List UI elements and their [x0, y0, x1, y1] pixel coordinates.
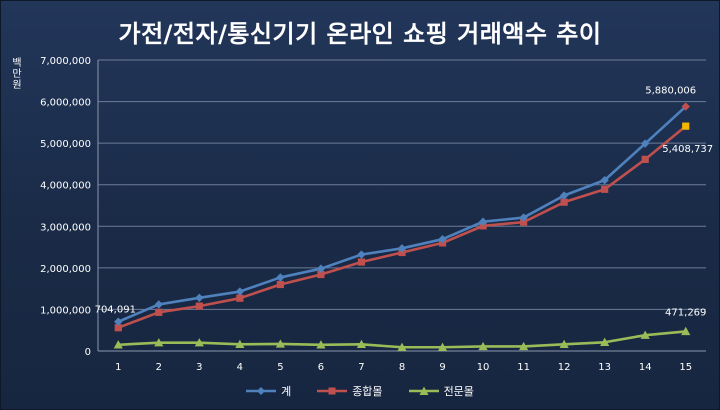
data-point [560, 198, 568, 206]
y-tick-label: 3,000,000 [40, 222, 91, 233]
x-tick-label: 3 [196, 362, 202, 373]
data-point [235, 287, 245, 296]
data-point [275, 339, 285, 348]
data-point [478, 217, 488, 226]
x-tick-label: 14 [639, 362, 652, 373]
data-point [155, 308, 163, 316]
data-point [154, 338, 164, 347]
y-tick-label: 6,000,000 [40, 98, 91, 109]
data-point [681, 102, 690, 111]
legend-swatch [408, 386, 439, 395]
data-point [437, 342, 448, 351]
data-point [438, 234, 447, 244]
data-point [682, 122, 690, 130]
legend-label: 종합몰 [352, 385, 383, 398]
series-line-1 [117, 105, 687, 323]
y-axis-unit-label: 백만원 [12, 58, 22, 91]
x-tick-label: 7 [358, 362, 364, 373]
y-tick-label: 7,000,000 [40, 56, 91, 67]
data-point [114, 317, 123, 326]
data-point [276, 280, 284, 289]
x-tick-label: 8 [399, 362, 405, 373]
data-point [316, 340, 326, 349]
data-label: 5,880,006 [645, 86, 696, 97]
data-label: 471,269 [665, 307, 706, 318]
data-point [357, 258, 366, 266]
x-tick-label: 6 [318, 362, 324, 373]
data-point [601, 185, 609, 193]
legend-item: 전문몰 [408, 383, 474, 399]
y-tick-label: 2,000,000 [40, 264, 91, 275]
data-point [357, 250, 366, 259]
x-tick-label: 10 [477, 362, 490, 373]
legend-label: 전문몰 [443, 385, 474, 398]
data-point [600, 175, 609, 185]
data-point [235, 339, 245, 349]
data-point [600, 337, 610, 346]
x-tick-label: 11 [517, 362, 530, 373]
data-point [397, 342, 407, 351]
data-point [316, 264, 326, 273]
x-tick-label: 13 [598, 362, 611, 373]
y-tick-label: 0 [85, 347, 91, 358]
legend-item: 종합몰 [317, 383, 383, 399]
data-point [317, 270, 325, 279]
x-tick-label: 15 [679, 362, 692, 373]
y-tick-label: 1,000,000 [40, 305, 91, 316]
data-point [276, 273, 285, 282]
data-point [641, 155, 649, 163]
legend-swatch [246, 387, 277, 395]
data-point [519, 341, 529, 351]
legend-item: 계 [246, 383, 291, 399]
data-point [194, 338, 204, 347]
data-point [113, 340, 123, 349]
data-point [559, 339, 569, 349]
data-point [519, 213, 528, 222]
chart-legend: 계 종합몰 전문몰 [0, 383, 720, 399]
x-tick-label: 5 [277, 362, 283, 373]
legend-label: 계 [281, 385, 292, 398]
data-point [114, 324, 122, 332]
data-point [681, 326, 691, 336]
data-point [154, 300, 163, 309]
data-point [397, 244, 407, 253]
x-tick-label: 1 [115, 362, 121, 373]
data-label: 5,408,737 [662, 144, 713, 155]
data-point [640, 330, 650, 339]
chart-title: 가전/전자/통신기기 온라인 쇼핑 거래액수 추이 [118, 20, 602, 48]
data-point [520, 218, 528, 226]
legend-swatch [317, 387, 348, 395]
data-point [641, 139, 650, 148]
data-point [478, 341, 488, 351]
data-label: 704,091 [95, 305, 136, 316]
x-tick-label: 4 [237, 362, 243, 373]
x-tick-label: 2 [156, 362, 162, 373]
data-point [195, 293, 204, 302]
x-tick-label: 9 [439, 362, 445, 373]
data-point [236, 294, 244, 302]
y-tick-label: 4,000,000 [40, 181, 91, 192]
data-point [356, 339, 367, 349]
y-tick-label: 5,000,000 [40, 139, 91, 150]
data-point [559, 191, 569, 200]
data-point [195, 302, 203, 310]
x-tick-label: 12 [558, 362, 571, 373]
